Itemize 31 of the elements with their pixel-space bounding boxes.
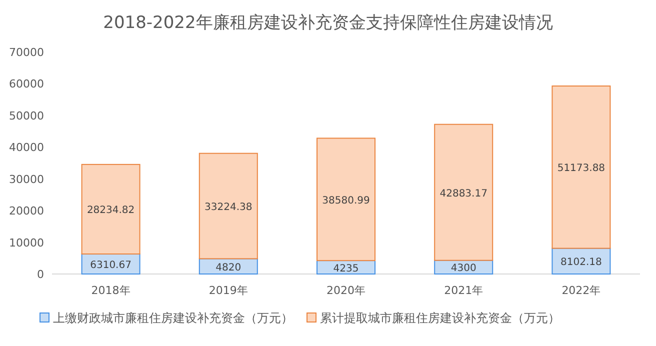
bar (434, 124, 494, 261)
y-tick-label: 70000 (9, 46, 44, 59)
data-label: 4820 (216, 262, 242, 274)
x-tick-label: 2018年 (91, 284, 130, 297)
y-tick-label: 30000 (9, 172, 44, 186)
data-label: 28234.82 (86, 205, 135, 216)
data-label: 33224.38 (204, 202, 252, 214)
chart-title: 2018-2022年廉租房建设补充资金支持保障性住房建设情况 (103, 13, 553, 33)
data-label: 42883.17 (440, 188, 488, 200)
legend-label: 上缴财政城市廉租住房建设补充资金（万元） (53, 311, 293, 325)
x-tick-label: 2022年 (562, 284, 601, 297)
bar (81, 164, 140, 254)
y-tick-label: 50000 (9, 109, 44, 122)
y-tick-label: 10000 (9, 236, 44, 250)
x-tick-label: 2021年 (444, 284, 484, 297)
y-tick-label: 20000 (9, 204, 44, 218)
legend-label: 累计提取城市廉租住房建设补充资金（万元） (320, 311, 560, 325)
data-label: 8102.18 (560, 257, 602, 268)
y-tick-label: 60000 (9, 78, 44, 91)
x-tick-label: 2020年 (326, 284, 366, 297)
y-tick-label: 40000 (9, 141, 44, 154)
bar (552, 86, 611, 249)
bar (316, 138, 376, 262)
data-label: 6310.67 (90, 260, 132, 271)
data-label: 38580.99 (322, 195, 370, 206)
data-label: 51173.88 (557, 163, 606, 174)
y-tick-label: 0 (37, 268, 44, 281)
data-label: 4235 (333, 263, 359, 274)
bar (198, 152, 258, 260)
data-label: 4300 (450, 263, 476, 274)
x-tick-label: 2019年 (208, 284, 248, 297)
